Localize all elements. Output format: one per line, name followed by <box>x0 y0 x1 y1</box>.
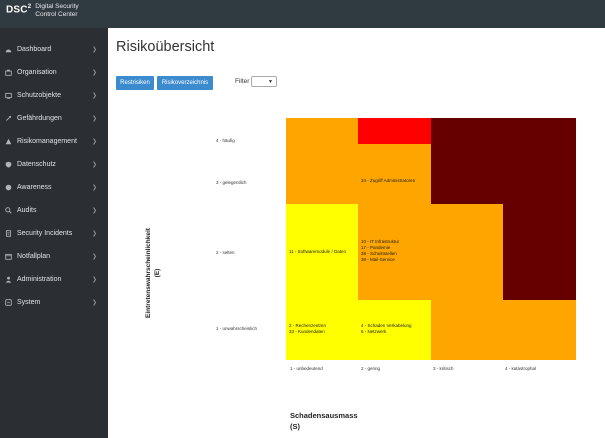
cell-r2-c4[interactable] <box>503 204 576 300</box>
app-logo[interactable]: DSC2 Digital Security Control Center <box>6 3 79 19</box>
sidebar-item-label: Organisation <box>17 68 57 76</box>
sidebar-item-dashboard[interactable]: Dashboard ❯ <box>0 38 108 60</box>
chevron-icon: ❯ <box>91 92 97 99</box>
risikoverzeichnis-button[interactable]: Risikoverzeichnis <box>157 76 213 90</box>
logo-mark: DSC <box>6 4 28 16</box>
sidebar-item-awareness[interactable]: Awareness ❯ <box>0 176 108 198</box>
cell-r2-c3[interactable] <box>431 204 503 300</box>
cell-r4-c3-c4[interactable] <box>431 118 576 204</box>
chevron-icon: ❯ <box>91 115 97 122</box>
sidebar-item-schutzobjekte[interactable]: Schutzobjekte ❯ <box>0 84 108 106</box>
sidebar-item-datenschutz[interactable]: Datenschutz ❯ <box>0 153 108 175</box>
cell-r2-c1[interactable]: 11 - Softwaremodule / Daten <box>286 204 358 300</box>
sidebar-item-label: Dashboard <box>17 45 52 53</box>
chevron-icon: ❯ <box>91 230 97 237</box>
chevron-down-icon: ▼ <box>268 79 273 85</box>
sidebar-item-label: Notfallplan <box>17 252 51 260</box>
risk-entry: 11 - Softwaremodule / Daten <box>289 249 346 254</box>
sidebar-item-audits[interactable]: Audits ❯ <box>0 199 108 221</box>
y-axis-title-line2: (E) <box>154 268 161 278</box>
chevron-icon: ❯ <box>91 299 97 306</box>
risk-entry: 17 - Pandemie <box>361 245 391 250</box>
x-axis-title: Schadensausmass (S) <box>290 410 358 432</box>
sidebar-item-label: Schutzobjekte <box>17 91 61 99</box>
system-icon <box>5 298 12 306</box>
risk-entry: 4 - Schaden Verkabelung <box>361 323 412 328</box>
chevron-icon: ❯ <box>91 46 97 53</box>
sidebar-item-label: Audits <box>17 206 37 214</box>
row-label-gelegentlich: 3 - gelegentlich <box>216 180 247 185</box>
y-axis-title: Eintretenswahrscheinlichkeit (E) <box>144 228 162 318</box>
row-label-haeufig: 4 - häufig <box>216 138 235 143</box>
filter-label: Filter <box>235 78 250 85</box>
cell-r1-c2[interactable]: 4 - Schaden Verkabelung 6 - Netzwerk <box>358 300 431 360</box>
chevron-icon: ❯ <box>91 207 97 214</box>
cell-r2-c2[interactable]: 10 - IT Infrastruktur 17 - Pandemie 38 -… <box>358 204 431 300</box>
organisation-icon <box>5 69 12 76</box>
cell-r4-c2[interactable] <box>358 118 431 144</box>
y-axis-title-line1: Eintretenswahrscheinlichkeit <box>145 228 152 318</box>
main-content: Risikoübersicht Restrisiken Risikoverzei… <box>108 28 605 438</box>
col-label-kritisch: 3 - kritisch <box>433 366 454 371</box>
x-axis-title-line1: Schadensausmass <box>290 411 358 420</box>
x-axis-title-line2: (S) <box>290 422 300 431</box>
awareness-icon <box>5 184 12 191</box>
chevron-icon: ❯ <box>91 161 97 168</box>
filter-select[interactable]: ▼ <box>251 76 277 87</box>
cell-r1-c3-c4[interactable] <box>431 300 576 360</box>
risk-entry: 10 - IT Infrastruktur <box>361 239 400 244</box>
gefaehrdungen-icon <box>5 115 12 122</box>
sidebar-item-label: System <box>17 298 41 306</box>
risikomanagement-icon <box>5 138 12 145</box>
risk-matrix: 34 - Zugriff Administratoren 11 - Softwa… <box>286 118 576 360</box>
chevron-icon: ❯ <box>91 184 97 191</box>
sidebar-item-risikomanagement[interactable]: Risikomanagement ❯ <box>0 130 108 152</box>
logo-line-1: Digital Security <box>35 3 79 10</box>
top-bar: DSC2 Digital Security Control Center <box>0 0 605 28</box>
chevron-icon: ❯ <box>91 276 97 283</box>
row-label-selten: 2 - selten <box>216 250 235 255</box>
cell-r3-c1[interactable] <box>286 144 358 204</box>
chevron-icon: ❯ <box>91 69 97 76</box>
sidebar-item-system[interactable]: System ❯ <box>0 291 108 313</box>
row-label-unwahrscheinlich: 1 - unwahrscheinlich <box>216 326 258 331</box>
logo-line-2: Control Center <box>35 11 78 18</box>
datenschutz-icon <box>5 161 12 168</box>
sidebar-item-security-incidents[interactable]: Security Incidents ❯ <box>0 222 108 244</box>
chevron-icon: ❯ <box>91 253 97 260</box>
risk-entry: 38 - Schnittstellen <box>361 251 397 256</box>
risk-entry: 33 - Kundendaten <box>289 329 325 334</box>
audits-icon <box>5 206 12 214</box>
sidebar-item-administration[interactable]: Administration ❯ <box>0 268 108 290</box>
dashboard-icon <box>5 46 12 53</box>
risk-entry: 6 - Netzwerk <box>361 329 387 334</box>
sidebar-item-organisation[interactable]: Organisation ❯ <box>0 61 108 83</box>
sidebar-item-notfallplan[interactable]: Notfallplan ❯ <box>0 245 108 267</box>
cell-r4-c1[interactable] <box>286 118 358 144</box>
sidebar-item-label: Risikomanagement <box>17 137 77 145</box>
page-title: Risikoübersicht <box>116 39 215 55</box>
sidebar-item-gefaehrdungen[interactable]: Gefährdungen ❯ <box>0 107 108 129</box>
sidebar-item-label: Awareness <box>17 183 52 191</box>
sidebar-item-label: Datenschutz <box>17 160 56 168</box>
cell-r3-c2[interactable]: 34 - Zugriff Administratoren <box>358 144 431 204</box>
security-incidents-icon <box>5 229 12 237</box>
logo-superscript: 2 <box>27 4 32 10</box>
risk-entry: 34 - Zugriff Administratoren <box>361 178 416 183</box>
col-label-unbedeutend: 1 - unbedeutend <box>290 366 323 371</box>
col-label-katastrophal: 4 - katastrophal <box>505 366 537 371</box>
risk-entry: 38 - Mail-Service <box>361 257 395 262</box>
sidebar-item-label: Gefährdungen <box>17 114 62 122</box>
sidebar: Dashboard ❯ Organisation ❯ Schutzobjekte… <box>0 28 108 438</box>
cell-r1-c1[interactable]: 2 - Rechenzentren 33 - Kundendaten <box>286 300 358 360</box>
sidebar-item-label: Administration <box>17 275 62 283</box>
col-label-gering: 2 - gering <box>361 366 381 371</box>
sidebar-item-label: Security Incidents <box>17 229 73 237</box>
administration-icon <box>5 276 12 283</box>
chevron-icon: ❯ <box>91 138 97 145</box>
schutzobjekte-icon <box>5 92 12 99</box>
restrisiken-button[interactable]: Restrisiken <box>116 76 154 90</box>
notfallplan-icon <box>5 253 12 260</box>
risk-entry: 2 - Rechenzentren <box>289 323 327 328</box>
